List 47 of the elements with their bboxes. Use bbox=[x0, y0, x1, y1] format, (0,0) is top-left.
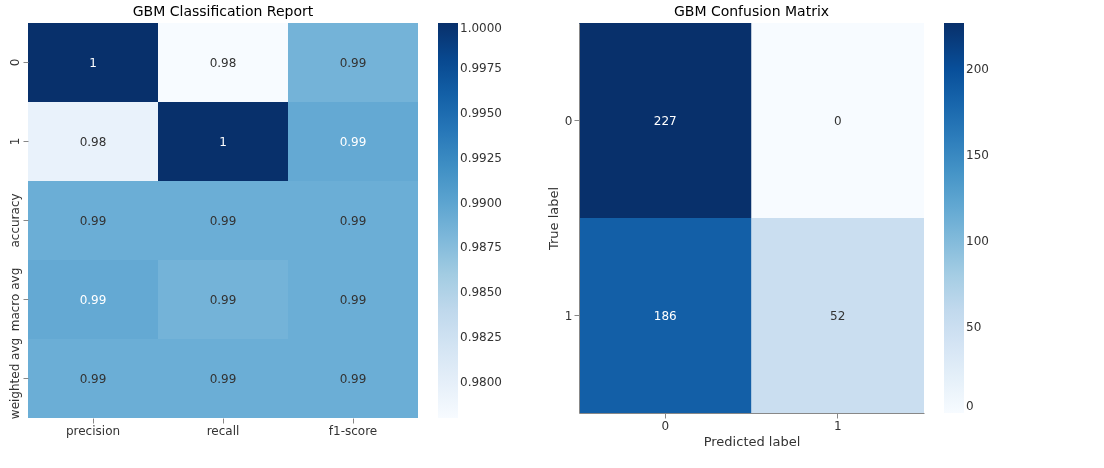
data-label: 0.98 bbox=[79, 134, 107, 149]
data-label: 0.99 bbox=[79, 292, 107, 307]
color-bar-label: 0.9975 bbox=[460, 60, 502, 75]
data-label: 0.98 bbox=[209, 55, 237, 70]
y-tick-label: 1 bbox=[7, 137, 22, 146]
color-bar-label: 0.9925 bbox=[460, 150, 502, 165]
data-label: 52 bbox=[830, 308, 846, 323]
color-bar-label: 0.9875 bbox=[460, 240, 502, 255]
data-label: 0.99 bbox=[339, 371, 367, 386]
data-label: 186 bbox=[653, 308, 677, 323]
chart-title: GBM Confusion Matrix bbox=[673, 3, 830, 19]
data-label: 0.99 bbox=[209, 371, 237, 386]
y-tick-label: weighted avg bbox=[7, 337, 22, 420]
data-label: 0.99 bbox=[209, 213, 237, 228]
data-label: 0.99 bbox=[339, 213, 367, 228]
y-axis-title: True label bbox=[545, 186, 561, 252]
color-bar-label: 1.0000 bbox=[460, 21, 502, 35]
color-bar-label: 0.9800 bbox=[460, 375, 502, 390]
data-label: 0.99 bbox=[209, 292, 237, 307]
x-tick-label: 0 bbox=[661, 418, 670, 433]
y-tick-label: accuracy bbox=[7, 193, 22, 248]
data-label: 1 bbox=[219, 134, 227, 149]
data-label: 0.99 bbox=[79, 371, 107, 386]
data-label: 0.99 bbox=[339, 134, 367, 149]
color-bar-label: 0.9850 bbox=[460, 285, 502, 300]
color-bar-label: 100 bbox=[966, 234, 989, 249]
chart-title: GBM Classification Report bbox=[132, 3, 314, 19]
data-label: 227 bbox=[653, 113, 677, 128]
x-tick-label: 1 bbox=[833, 418, 842, 433]
color-bar-label: 0.9825 bbox=[460, 330, 502, 345]
data-label: 0.99 bbox=[339, 55, 367, 70]
x-tick-label: f1-score bbox=[328, 423, 378, 438]
data-label: 0.99 bbox=[79, 213, 107, 228]
y-tick-label: macro avg bbox=[7, 267, 22, 332]
x-axis-title: Predicted label bbox=[703, 433, 801, 449]
color-bar-label: 0 bbox=[966, 399, 974, 413]
color-bar-label: 50 bbox=[966, 320, 982, 335]
data-label: 0 bbox=[833, 113, 842, 128]
color-bar-label: 150 bbox=[966, 148, 989, 163]
x-tick-label: recall bbox=[206, 423, 240, 438]
y-tick-label: 0 bbox=[7, 58, 22, 67]
x-tick-label: precision bbox=[65, 423, 121, 438]
color-bar-label: 0.9900 bbox=[460, 195, 502, 210]
color-bar-label: 200 bbox=[966, 62, 989, 77]
data-label: 0.99 bbox=[339, 292, 367, 307]
data-label: 1 bbox=[89, 55, 97, 70]
color-bar-label: 0.9950 bbox=[460, 105, 502, 120]
